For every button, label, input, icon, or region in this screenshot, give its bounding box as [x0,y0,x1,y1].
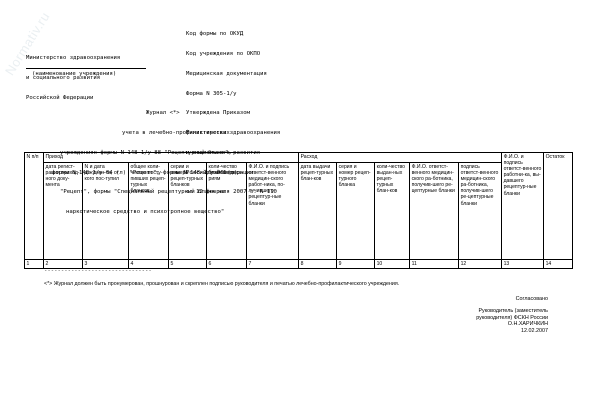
column-number: 11 [409,258,460,270]
column-header: общее коли-чество посту-пивших рецеп-тур… [128,162,169,260]
form-header-line: Медицинская документация [186,70,267,77]
table-header-row: дата регист-рации приход-ного доку-мента… [25,162,573,260]
journal-table: N п/п Приход Расход Ф.И.О. и подпись отв… [24,152,574,270]
column-number: 6 [206,258,247,270]
form-header-line: Утверждена Приказом [186,110,250,117]
form-header-line: Код формы по ОКУД [186,31,244,38]
approval-date: 12.02.2007 [521,328,548,335]
income-group-header: Приход [42,152,300,163]
column-header: серии и номера рецеп-турных бланков [168,162,207,260]
column-number: 10 [374,258,411,270]
column-number: 14 [543,258,574,270]
column-header: Ф.И.О. ответст-венного медицин-ского ра-… [409,162,460,260]
column-header: серия и номер рецеп-турного бланка [336,162,376,260]
ministry-line: и социального развития [26,74,101,81]
approval-line: О.Н.ХАРИЧКИН [507,321,548,328]
column-number: 8 [298,258,338,270]
form-header-line: Министерства здравоохранения [186,130,281,137]
column-header: N и дата докумен-та, от кого пос-тупил [82,162,129,260]
journal-title-line: Журнал <*> [146,110,180,117]
approval-line: руководителя) ФСКН России [476,314,548,321]
column-number: 12 [458,258,503,270]
ministry-line: Министерство здравоохранения [26,55,121,62]
approval-line: Руководитель (заместитель [478,307,548,314]
column-header: дата регист-рации приход-ного доку-мента [43,162,83,260]
column-header: N п/п [24,152,44,260]
form-header-line: Форма N 305-1/у [186,90,237,97]
column-header: коли-чество выдан-ных рецеп-турных блан-… [374,162,411,260]
column-number: 5 [168,258,207,270]
column-number: 13 [501,258,545,270]
footnote-rule: -------------------------------- [44,268,152,274]
column-number: 1 [24,258,44,270]
column-number: 7 [245,258,300,270]
institution-underline [26,68,146,69]
expense-group-header: Расход [298,152,503,163]
column-header: Остаток [543,152,574,260]
ministry-line: Российской Федерации [26,94,94,101]
column-header: коли-чество бланков по се-риям [206,162,247,260]
column-number: 9 [336,258,376,270]
footnote-text: <*> Журнал должен быть пронумерован, про… [44,281,400,287]
table-group-header-row: N п/п Приход Расход Ф.И.О. и подпись отв… [24,152,574,260]
form-header-line: Код учреждения по ОКПО [186,50,261,57]
institution-caption: (наименование учреждения) [32,71,117,77]
journal-title-line: учета в лечебно-профилактических [122,129,230,136]
approval-line: Согласовано [515,296,548,302]
approval-block: Согласовано Руководитель (заместитель ру… [476,296,548,335]
table-number-row: 1 2 3 4 5 6 7 8 9 10 11 12 13 14 [24,258,574,270]
column-header: Ф.И.О. и подпись ответст-венного работни… [501,152,545,260]
column-header: дата выдачи рецеп-турных блан-ков [298,162,338,260]
ministry-block: Министерство здравоохранения и социально… [26,42,120,108]
column-header: Ф.И.О. и подпись ответст-венного медицин… [245,162,300,260]
column-header: подпись ответст-венного медицин-ского ра… [458,162,503,260]
